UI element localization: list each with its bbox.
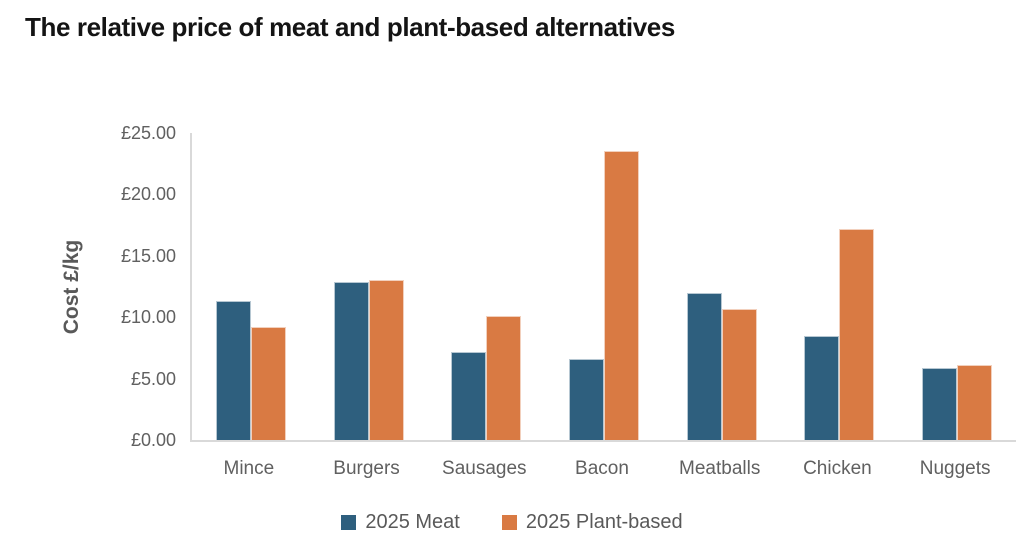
legend: 2025 Meat 2025 Plant-based bbox=[0, 511, 1024, 534]
legend-item-2025-meat: 2025 Meat bbox=[341, 511, 460, 534]
legend-item-2025-plant-based: 2025 Plant-based bbox=[501, 511, 683, 534]
bar-2025-plant-based-meatballs bbox=[721, 308, 757, 440]
bar-group-bacon bbox=[545, 151, 663, 440]
y-tick-label: £0.00 bbox=[130, 430, 176, 450]
bar-2025-plant-based-mince bbox=[250, 327, 286, 440]
x-axis-label: Burgers bbox=[333, 458, 400, 479]
legend-label: 2025 Plant-based bbox=[525, 511, 683, 533]
plot-area bbox=[190, 133, 1016, 442]
x-axis-label: Chicken bbox=[803, 458, 872, 479]
bar-2025-meat-burgers bbox=[333, 281, 369, 440]
x-axis-label: Sausages bbox=[442, 458, 527, 479]
bar-group-nuggets bbox=[898, 365, 1016, 440]
bar-2025-meat-mince bbox=[215, 301, 251, 440]
bar-group-burgers bbox=[310, 280, 428, 440]
x-axis-label: Nuggets bbox=[919, 458, 991, 479]
bar-2025-meat-nuggets bbox=[922, 367, 958, 440]
y-tick-label: £10.00 bbox=[120, 307, 176, 328]
chart-title: The relative price of meat and plant-bas… bbox=[25, 12, 675, 42]
bar-group-sausages bbox=[427, 315, 545, 440]
y-axis-title: Cost £/kg bbox=[60, 239, 83, 335]
y-tick-label: £5.00 bbox=[130, 368, 176, 389]
bar-2025-plant-based-sausages bbox=[486, 315, 522, 440]
bar-2025-plant-based-chicken bbox=[839, 228, 875, 440]
bar-2025-meat-bacon bbox=[568, 358, 604, 440]
legend-label: 2025 Meat bbox=[365, 511, 460, 533]
bar-2025-meat-meatballs bbox=[686, 292, 722, 440]
y-tick-label: £25.00 bbox=[120, 123, 176, 143]
bar-2025-plant-based-burgers bbox=[368, 280, 404, 440]
bar-2025-plant-based-nuggets bbox=[957, 365, 993, 440]
x-axis-label: Meatballs bbox=[679, 458, 761, 479]
bar-group-meatballs bbox=[663, 292, 781, 440]
y-tick-label: £20.00 bbox=[120, 184, 176, 205]
x-axis-label: Bacon bbox=[575, 458, 629, 479]
bar-group-mince bbox=[192, 301, 310, 440]
legend-swatch-icon bbox=[501, 515, 517, 530]
x-axis-label: Mince bbox=[223, 458, 275, 479]
y-tick-label: £15.00 bbox=[120, 245, 176, 266]
bar-2025-meat-chicken bbox=[804, 335, 840, 440]
bar-group-chicken bbox=[781, 228, 899, 440]
bar-2025-meat-sausages bbox=[451, 351, 487, 440]
bar-2025-plant-based-bacon bbox=[603, 151, 639, 440]
legend-swatch-icon bbox=[341, 515, 357, 530]
